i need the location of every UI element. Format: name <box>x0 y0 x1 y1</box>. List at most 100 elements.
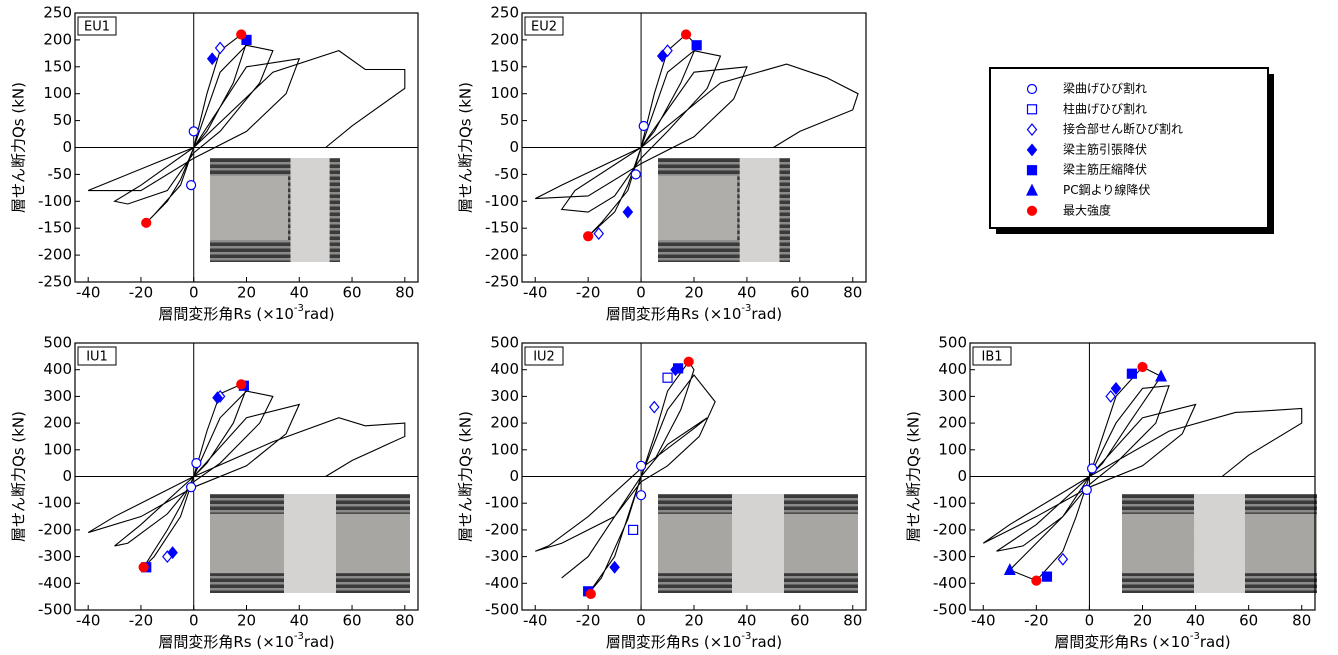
x-axis-label-main: 層間変形角Rs (×10 <box>606 305 742 323</box>
y-tick-label: -500 <box>933 601 967 619</box>
x-axis-label-exp: -3 <box>1190 631 1200 642</box>
y-tick-label: -400 <box>485 574 519 592</box>
x-tick-label: 80 <box>395 612 414 630</box>
photo-part <box>210 513 284 574</box>
y-tick-label: -100 <box>38 494 72 512</box>
x-axis-label: 層間変形角Rs (×10-3rad) <box>606 303 782 323</box>
x-tick-label: -40 <box>76 284 101 302</box>
x-axis-label-exp: -3 <box>741 631 751 642</box>
y-tick-label: 150 <box>43 57 72 75</box>
x-tick-label: 60 <box>1239 612 1258 630</box>
marker <box>185 482 197 493</box>
y-tick-label: -250 <box>38 273 72 291</box>
x-axis-label-main: 層間変形角Rs (×10 <box>158 633 294 651</box>
x-tick-label: 0 <box>1085 612 1095 630</box>
y-axis-label: 層せん断力Qs (kN) <box>10 411 28 542</box>
y-tick-label: 400 <box>490 360 519 378</box>
y-tick-label: 0 <box>62 467 72 485</box>
photo-part <box>732 494 784 593</box>
photo-part <box>329 158 340 262</box>
y-tick-label: -400 <box>38 574 72 592</box>
x-axis-label-main: 層間変形角Rs (×10 <box>158 305 294 323</box>
x-axis-label-unit: rad) <box>1200 633 1231 651</box>
legend-marker <box>1026 143 1038 157</box>
y-tick-label: 50 <box>500 111 519 129</box>
y-tick-label: -300 <box>933 547 967 565</box>
y-tick-label: 300 <box>938 387 967 405</box>
marker <box>1031 575 1042 586</box>
chart: -500-400-300-200-1000100200300400500-40-… <box>905 334 1317 651</box>
chart-title: EU2 <box>531 20 557 35</box>
x-tick-label: -20 <box>129 284 154 302</box>
y-tick-label: -200 <box>485 246 519 264</box>
marker <box>622 205 634 219</box>
photo <box>658 494 858 593</box>
x-tick-label: 60 <box>790 284 809 302</box>
y-tick-label: -300 <box>485 547 519 565</box>
x-tick-label: 40 <box>737 284 756 302</box>
x-tick-label: 20 <box>684 612 703 630</box>
title-box <box>972 346 1012 366</box>
y-tick-label: 100 <box>43 84 72 102</box>
x-tick-label: 80 <box>843 612 862 630</box>
legend-box <box>989 67 1269 229</box>
y-tick-label: -250 <box>485 273 519 291</box>
y-tick-label: 100 <box>490 440 519 458</box>
x-tick-label: 60 <box>342 284 361 302</box>
marker <box>138 562 149 573</box>
y-tick-label: 200 <box>938 414 967 432</box>
photo-part <box>739 158 780 262</box>
x-tick-label: 0 <box>636 284 646 302</box>
y-tick-label: -100 <box>485 192 519 210</box>
x-axis-label-main: 層間変形角Rs (×10 <box>606 633 742 651</box>
photo <box>1122 494 1317 593</box>
marker <box>1137 361 1148 373</box>
x-tick-label: -40 <box>523 612 548 630</box>
x-tick-label: 0 <box>636 612 646 630</box>
x-tick-label: 40 <box>290 612 309 630</box>
y-tick-label: 250 <box>43 4 72 22</box>
x-axis-label-unit: rad) <box>751 633 782 651</box>
y-tick-label: -50 <box>48 165 73 183</box>
marker <box>680 29 692 40</box>
photo-part <box>658 175 738 241</box>
x-tick-label: 20 <box>237 284 256 302</box>
marker <box>593 227 605 241</box>
y-tick-label: -200 <box>485 520 519 538</box>
y-tick-label: 250 <box>490 4 519 22</box>
legend-marker <box>1026 165 1038 176</box>
y-tick-label: -150 <box>38 219 72 237</box>
marker <box>635 490 647 501</box>
photo-part <box>210 175 288 241</box>
legend-label: 梁曲げひび割れ <box>1063 81 1147 96</box>
x-axis-label: 層間変形角Rs (×10-3rad) <box>158 631 334 651</box>
x-axis-label-main: 層間変形角Rs (×10 <box>1054 633 1190 651</box>
y-tick-label: 0 <box>62 138 72 156</box>
y-tick-label: 300 <box>43 387 72 405</box>
chart: -500-400-300-200-1000100200300400500-40-… <box>10 334 419 651</box>
marker <box>212 391 223 405</box>
y-axis-label: 層せん断力Qs (kN) <box>10 82 28 213</box>
chart-title: IB1 <box>981 350 1002 365</box>
hysteresis-curve <box>87 383 406 568</box>
marker <box>141 217 152 228</box>
x-tick-label: 20 <box>237 612 256 630</box>
legend-marker <box>1026 123 1038 137</box>
marker <box>1086 463 1098 474</box>
marker <box>206 52 218 66</box>
marker <box>662 372 673 383</box>
y-tick-label: -100 <box>485 494 519 512</box>
y-tick-label: 200 <box>490 30 519 48</box>
title-box <box>77 16 117 36</box>
x-tick-label: 60 <box>790 612 809 630</box>
x-tick-label: 20 <box>684 284 703 302</box>
x-axis-label-exp: -3 <box>294 631 304 642</box>
legend-marker <box>1026 183 1038 196</box>
y-tick-label: -300 <box>38 547 72 565</box>
y-tick-label: 100 <box>938 440 967 458</box>
x-tick-label: -20 <box>576 284 601 302</box>
marker <box>630 169 641 180</box>
x-axis-label: 層間変形角Rs (×10-3rad) <box>606 631 782 651</box>
